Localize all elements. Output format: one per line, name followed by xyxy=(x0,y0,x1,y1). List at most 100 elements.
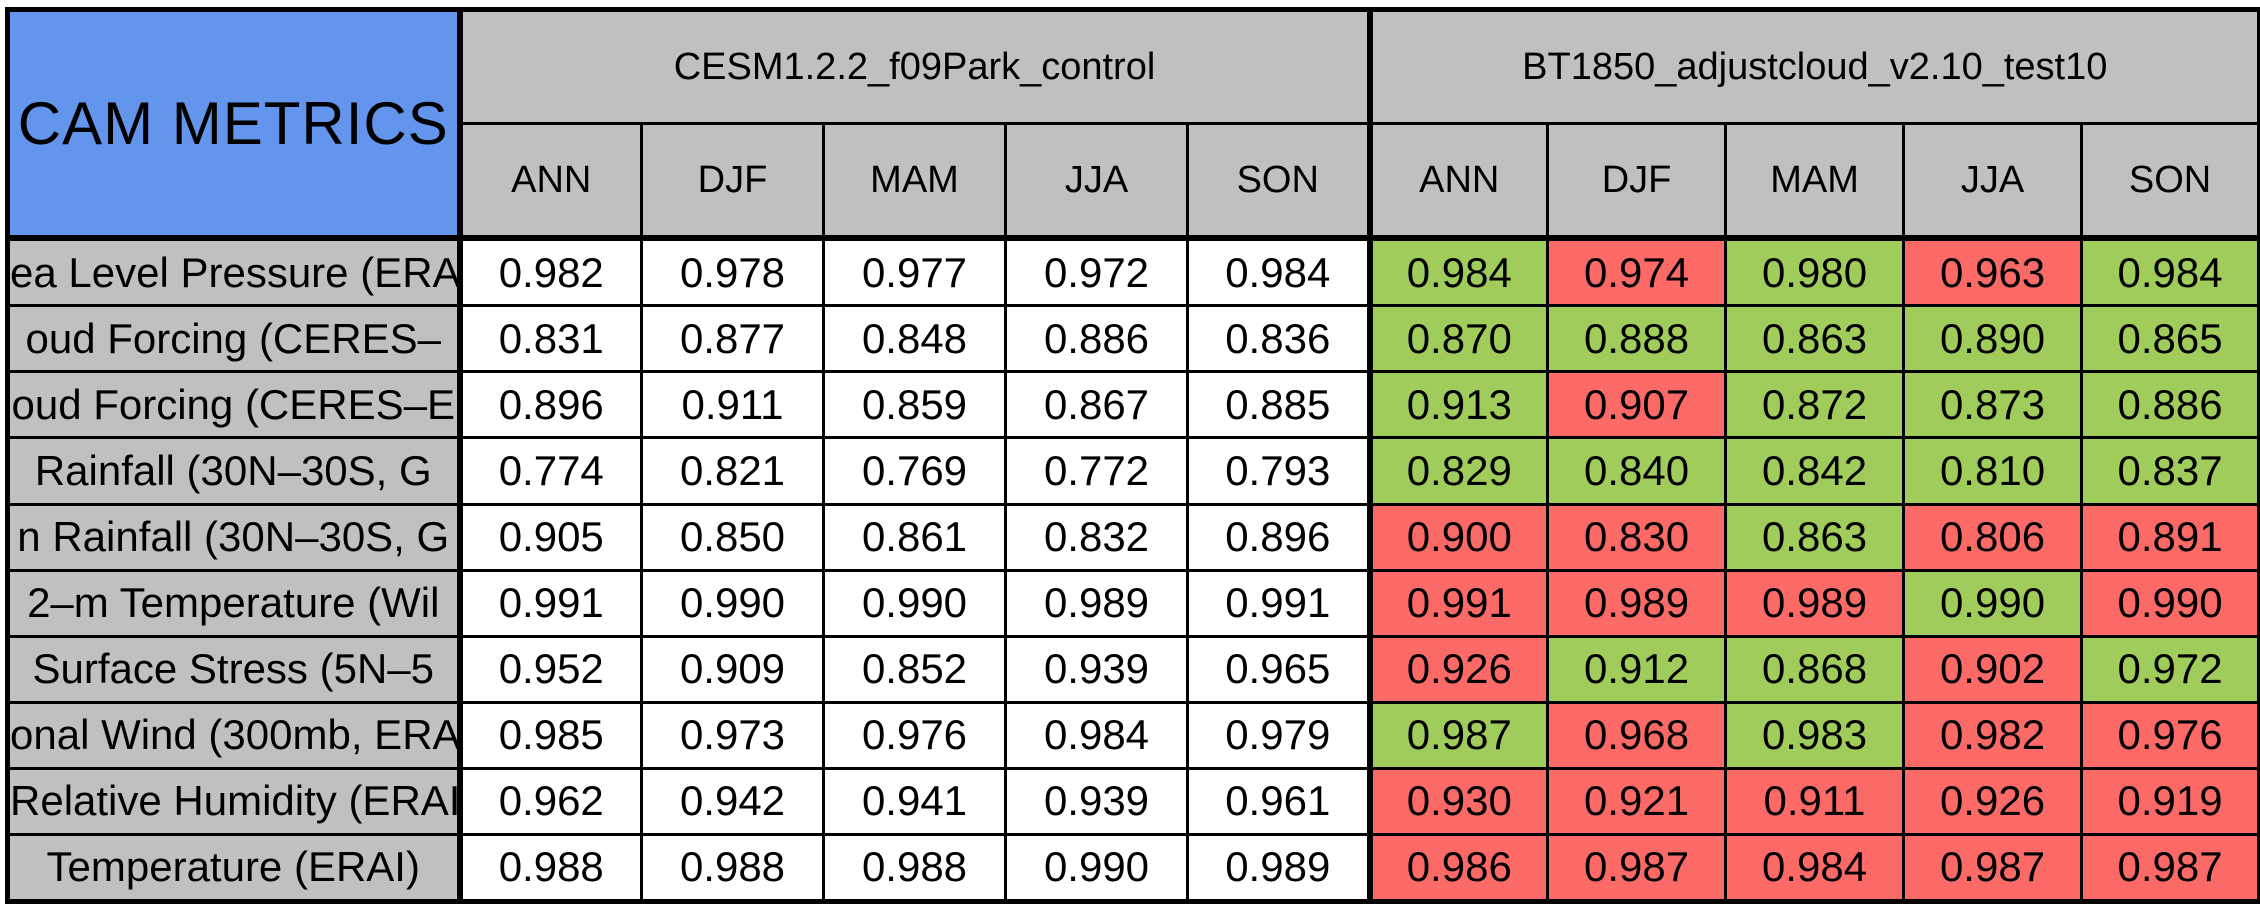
value-cell-test-mam-better: 0.872 xyxy=(1724,370,1906,440)
metric-row: Temperature (ERAI) 0.988 0.988 0.988 0.990 0.… xyxy=(6,832,2260,904)
value-cell-test-mam-better: 0.842 xyxy=(1724,436,1906,506)
value-cell-control-djf: 0.821 xyxy=(640,436,825,506)
value-cell-control-jja: 0.939 xyxy=(1004,634,1189,704)
season-header-test-ann: ANN xyxy=(1366,122,1550,241)
value-cell-test-jja-worse: 0.987 xyxy=(1902,832,2084,904)
value-cell-control-son: 0.885 xyxy=(1185,370,1372,440)
value-cell-test-jja-worse: 0.806 xyxy=(1902,502,2084,572)
value-cell-control-mam: 0.859 xyxy=(822,370,1007,440)
value-cell-control-ann: 0.985 xyxy=(456,700,643,770)
value-cell-test-djf-worse: 0.974 xyxy=(1546,236,1728,308)
value-cell-test-ann-better: 0.870 xyxy=(1366,304,1550,374)
value-cell-test-son-worse: 0.990 xyxy=(2080,568,2260,638)
season-header-control-djf: DJF xyxy=(640,122,825,241)
value-cell-control-ann: 0.982 xyxy=(456,236,643,308)
metric-row: onal Wind (300mb, ERA 0.985 0.973 0.976 0.98… xyxy=(6,700,2260,770)
season-header-test-jja: JJA xyxy=(1902,122,2084,241)
value-cell-control-son: 0.965 xyxy=(1185,634,1372,704)
value-cell-control-djf: 0.909 xyxy=(640,634,825,704)
value-cell-control-son: 0.991 xyxy=(1185,568,1372,638)
value-cell-control-mam: 0.852 xyxy=(822,634,1007,704)
value-cell-test-son-better: 0.865 xyxy=(2080,304,2260,374)
value-cell-test-jja-better: 0.810 xyxy=(1902,436,2084,506)
value-cell-test-djf-better: 0.912 xyxy=(1546,634,1728,704)
value-cell-test-ann-worse: 0.926 xyxy=(1366,634,1550,704)
value-cell-control-djf: 0.978 xyxy=(640,236,825,308)
metric-row: n Rainfall (30N–30S, G 0.905 0.850 0.861 0.8… xyxy=(6,502,2260,572)
value-cell-control-son: 0.984 xyxy=(1185,236,1372,308)
value-cell-control-djf: 0.942 xyxy=(640,766,825,836)
value-cell-control-son: 0.793 xyxy=(1185,436,1372,506)
value-cell-control-ann: 0.991 xyxy=(456,568,643,638)
value-cell-test-jja-better: 0.990 xyxy=(1902,568,2084,638)
value-cell-test-ann-worse: 0.930 xyxy=(1366,766,1550,836)
value-cell-test-mam-better: 0.863 xyxy=(1724,502,1906,572)
value-cell-test-jja-worse: 0.963 xyxy=(1902,236,2084,308)
metric-label: Rainfall (30N–30S, G xyxy=(6,436,461,506)
value-cell-control-son: 0.961 xyxy=(1185,766,1372,836)
value-cell-test-ann-worse: 0.991 xyxy=(1366,568,1550,638)
value-cell-test-mam-worse: 0.989 xyxy=(1724,568,1906,638)
table-title-text: CAM METRICS xyxy=(17,90,449,157)
model-header-test: BT1850_adjustcloud_v2.10_test10 xyxy=(1366,8,2260,125)
value-cell-control-djf: 0.877 xyxy=(640,304,825,374)
metric-label: 2–m Temperature (Wil xyxy=(6,568,461,638)
value-cell-control-jja: 0.867 xyxy=(1004,370,1189,440)
value-cell-control-jja: 0.772 xyxy=(1004,436,1189,506)
value-cell-test-djf-worse: 0.968 xyxy=(1546,700,1728,770)
value-cell-test-djf-worse: 0.907 xyxy=(1546,370,1728,440)
metric-row: 2–m Temperature (Wil 0.991 0.990 0.990 0.989… xyxy=(6,568,2260,638)
metric-label: Temperature (ERAI) xyxy=(6,832,461,904)
value-cell-control-djf: 0.911 xyxy=(640,370,825,440)
season-header-control-son: SON xyxy=(1185,122,1372,241)
metric-row: Surface Stress (5N–5 0.952 0.909 0.852 0.939… xyxy=(6,634,2260,704)
value-cell-control-djf: 0.850 xyxy=(640,502,825,572)
value-cell-test-ann-better: 0.913 xyxy=(1366,370,1550,440)
value-cell-control-jja: 0.989 xyxy=(1004,568,1189,638)
value-cell-control-mam: 0.977 xyxy=(822,236,1007,308)
value-cell-test-jja-better: 0.873 xyxy=(1902,370,2084,440)
season-header-test-mam: MAM xyxy=(1724,122,1906,241)
value-cell-control-djf: 0.973 xyxy=(640,700,825,770)
metric-label: oud Forcing (CERES– xyxy=(6,304,461,374)
value-cell-control-jja: 0.939 xyxy=(1004,766,1189,836)
season-header-control-ann: ANN xyxy=(456,122,643,241)
value-cell-test-jja-worse: 0.902 xyxy=(1902,634,2084,704)
value-cell-test-son-worse: 0.976 xyxy=(2080,700,2260,770)
value-cell-test-mam-better: 0.980 xyxy=(1724,236,1906,308)
value-cell-test-mam-better: 0.868 xyxy=(1724,634,1906,704)
model-header-control: CESM1.2.2_f09Park_control xyxy=(456,8,1372,125)
value-cell-test-jja-worse: 0.982 xyxy=(1902,700,2084,770)
metric-row: ea Level Pressure (ERA 0.982 0.978 0.977 0.9… xyxy=(6,236,2260,308)
value-cell-control-jja: 0.832 xyxy=(1004,502,1189,572)
season-header-test-son: SON xyxy=(2080,122,2260,241)
value-cell-control-ann: 0.962 xyxy=(456,766,643,836)
value-cell-test-ann-better: 0.829 xyxy=(1366,436,1550,506)
value-cell-control-jja: 0.984 xyxy=(1004,700,1189,770)
value-cell-test-son-worse: 0.987 xyxy=(2080,832,2260,904)
value-cell-test-son-better: 0.837 xyxy=(2080,436,2260,506)
metric-row: oud Forcing (CERES– 0.831 0.877 0.848 0.886 0… xyxy=(6,304,2260,374)
metric-label: ea Level Pressure (ERA xyxy=(6,236,461,308)
value-cell-control-mam: 0.769 xyxy=(822,436,1007,506)
value-cell-control-ann: 0.896 xyxy=(456,370,643,440)
value-cell-test-djf-worse: 0.921 xyxy=(1546,766,1728,836)
value-cell-test-ann-better: 0.984 xyxy=(1366,236,1550,308)
value-cell-test-mam-better: 0.863 xyxy=(1724,304,1906,374)
metric-label: oud Forcing (CERES–E xyxy=(6,370,461,440)
value-cell-test-djf-worse: 0.987 xyxy=(1546,832,1728,904)
value-cell-control-djf: 0.990 xyxy=(640,568,825,638)
table-title: CAM METRICS xyxy=(6,8,461,241)
metric-label: n Rainfall (30N–30S, G xyxy=(6,502,461,572)
value-cell-test-djf-better: 0.888 xyxy=(1546,304,1728,374)
value-cell-control-ann: 0.988 xyxy=(456,832,643,904)
value-cell-control-mam: 0.848 xyxy=(822,304,1007,374)
value-cell-control-mam: 0.861 xyxy=(822,502,1007,572)
value-cell-control-jja: 0.990 xyxy=(1004,832,1189,904)
season-header-control-jja: JJA xyxy=(1004,122,1189,241)
value-cell-control-jja: 0.886 xyxy=(1004,304,1189,374)
value-cell-test-son-worse: 0.919 xyxy=(2080,766,2260,836)
value-cell-test-mam-better: 0.983 xyxy=(1724,700,1906,770)
metric-row: oud Forcing (CERES–E 0.896 0.911 0.859 0.867… xyxy=(6,370,2260,440)
